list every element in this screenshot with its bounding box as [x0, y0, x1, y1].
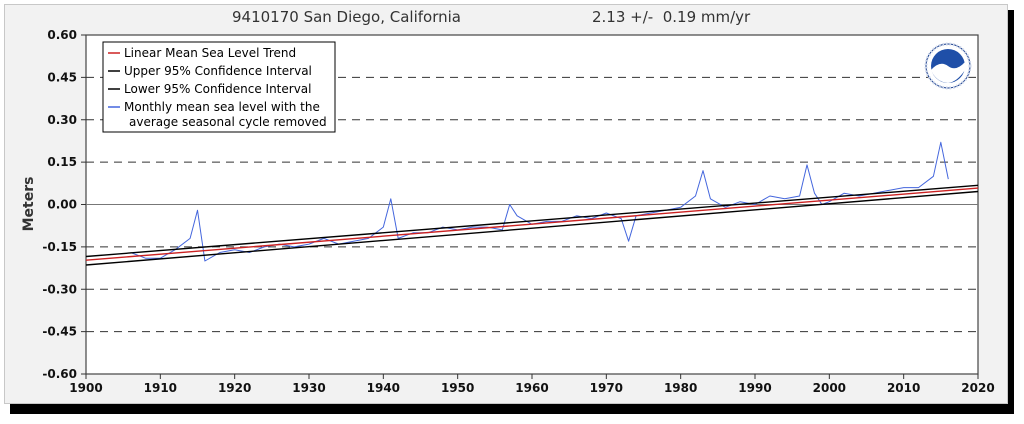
legend-upper-label: Upper 95% Confidence Interval: [124, 64, 312, 78]
series-line: [85, 190, 979, 266]
x-tick-label: 1960: [515, 381, 548, 395]
chart-title-rate: 2.13 +/- 0.19 mm/yr: [592, 8, 751, 26]
legend-lower-label: Lower 95% Confidence Interval: [124, 82, 312, 96]
x-tick-label: 1950: [441, 381, 474, 395]
legend-trend-label: Linear Mean Sea Level Trend: [124, 46, 296, 60]
y-tick-label: -0.60: [42, 367, 77, 381]
y-tick-label: 0.00: [47, 198, 77, 212]
x-tick-label: 2020: [961, 381, 994, 395]
series-line: [85, 184, 979, 258]
grid-lines: [86, 76, 978, 333]
x-tick-label: 1920: [218, 381, 251, 395]
y-tick-label: -0.30: [42, 282, 77, 296]
y-tick-label: 0.30: [47, 113, 77, 127]
legend-box: [102, 41, 336, 133]
x-tick-label: 1910: [144, 381, 177, 395]
legend: Linear Mean Sea Level Trend Upper 95% Co…: [102, 41, 336, 133]
y-tick-label: 0.60: [47, 28, 77, 42]
x-tick-label: 1970: [590, 381, 623, 395]
y-axis-ticks: 0.60 0.45 0.30 0.15 0.00 -0.15 -0.30 -0.45 -0.60: [42, 28, 86, 381]
x-tick-label: 2000: [813, 381, 846, 395]
legend-monthly-label-2: average seasonal cycle removed: [129, 115, 327, 129]
series-line: [85, 187, 979, 261]
x-tick-label: 1900: [69, 381, 102, 395]
series-lines: [85, 141, 979, 266]
chart-title-station: 9410170 San Diego, California: [232, 8, 461, 26]
x-tick-label: 1990: [738, 381, 771, 395]
y-tick-label: -0.15: [42, 240, 77, 254]
y-tick-label: -0.45: [42, 325, 77, 339]
x-tick-label: 2010: [887, 381, 920, 395]
x-tick-label: 1940: [367, 381, 400, 395]
noaa-logo-icon: [924, 42, 972, 90]
y-tick-label: 0.15: [47, 155, 77, 169]
legend-monthly-label-1: Monthly mean sea level with the: [124, 100, 320, 114]
x-tick-label: 1930: [292, 381, 325, 395]
x-axis-ticks: 1900 1910 1920 1930 1940 1950 1960 1970 1980 1990…: [69, 374, 995, 395]
y-tick-label: 0.45: [47, 70, 77, 84]
y-axis-label: Meters: [21, 177, 37, 232]
x-tick-label: 1980: [664, 381, 697, 395]
